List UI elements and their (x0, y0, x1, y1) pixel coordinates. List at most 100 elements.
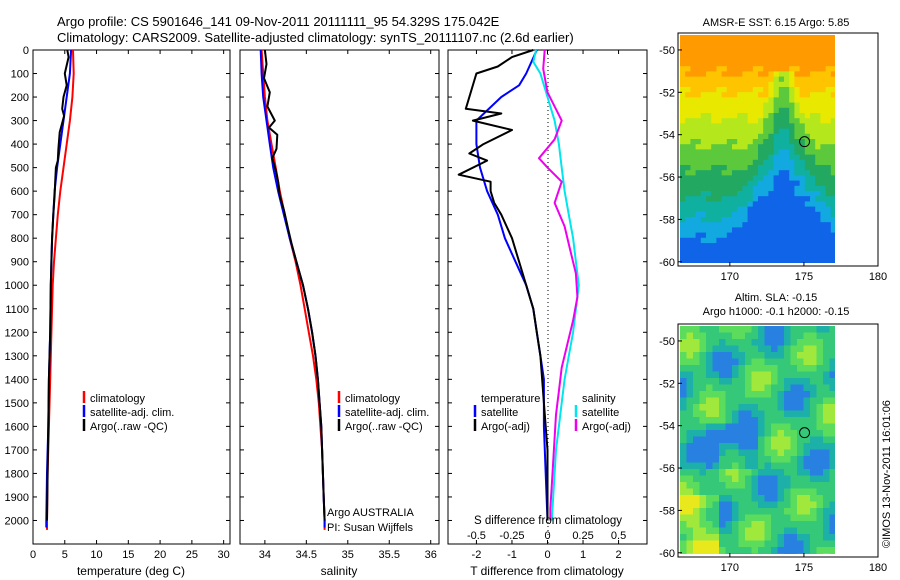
sst-cell (721, 237, 728, 244)
difference-depth-ticks (448, 49, 647, 521)
sst-cell (804, 139, 811, 145)
sst-cell (737, 40, 743, 46)
sla-cell (745, 417, 752, 424)
sst-cell (716, 170, 722, 176)
sla-cell (706, 482, 713, 489)
sla-cell (732, 417, 739, 424)
sst-cell (716, 139, 722, 145)
sst-cell (820, 35, 826, 41)
sst-cell (784, 165, 790, 171)
sst-cell (820, 45, 826, 51)
sst-cell (830, 107, 835, 114)
sst-cell (799, 45, 806, 51)
figure-title-line1: Argo profile: CS 5901646_141 09-Nov-2011… (57, 14, 500, 29)
sla-cell (816, 391, 824, 398)
sst-cell (752, 123, 759, 129)
sla-cell (745, 540, 752, 548)
sst-cell (810, 185, 816, 192)
sla-cell (712, 352, 720, 359)
sla-cell (738, 527, 746, 535)
sst-cell (690, 81, 696, 88)
sst-cell (732, 206, 738, 213)
sst-cell (721, 123, 728, 129)
sla-cell (738, 345, 746, 353)
series-line-argo-adj- (538, 49, 579, 521)
sla-cell (719, 547, 726, 554)
sla-cell (693, 365, 700, 372)
depth-axis: 0100200300400500600700800900100011001200… (5, 45, 230, 527)
sla-cell (764, 553, 772, 554)
sla-cell (810, 397, 817, 405)
sst-cell (815, 232, 821, 239)
sst-cell (680, 45, 686, 51)
sst-cell (799, 206, 806, 213)
sst-cell (794, 258, 800, 263)
sla-cell (693, 501, 700, 509)
sst-cell (716, 154, 722, 161)
sla-cell (790, 436, 798, 444)
sla-cell (719, 326, 726, 333)
sst-cell (732, 191, 738, 197)
sla-cell (699, 436, 707, 444)
sst-cell (830, 185, 835, 192)
sst-cell (799, 102, 806, 109)
sla-cell (771, 326, 778, 333)
sst-cell (825, 139, 832, 145)
sst-cell (758, 206, 764, 213)
sla-cell (699, 514, 707, 522)
sst-cell (747, 180, 754, 187)
x-tick-label: 5 (62, 549, 68, 561)
sst-cell (825, 170, 832, 176)
sst-cell (752, 217, 759, 223)
sla-cell (829, 391, 835, 398)
sst-cell (778, 81, 785, 88)
sst-cell (732, 154, 738, 161)
sla-cell (699, 371, 707, 379)
sst-cell (789, 133, 795, 140)
sst-cell (700, 211, 707, 218)
sst-cell (810, 61, 816, 67)
sst-cell (726, 191, 733, 197)
sla-cell (738, 352, 746, 359)
sla-cell (719, 514, 726, 522)
sst-cell (789, 217, 795, 223)
sst-cell (799, 55, 806, 62)
sst-cell (700, 149, 707, 155)
salinity-depth-ticks (240, 49, 439, 521)
sst-cell (789, 258, 795, 263)
sst-cell (685, 211, 691, 218)
sst-cell (752, 180, 759, 187)
sla-cell (699, 410, 707, 418)
sst-cell (763, 71, 769, 77)
sst-cell (711, 165, 717, 171)
sla-cell (764, 352, 772, 359)
sla-cell (699, 417, 707, 424)
sst-cell (784, 123, 790, 129)
lat-tick-label: -58 (659, 214, 675, 226)
sla-cell (745, 456, 752, 463)
sla-cell (751, 436, 759, 444)
sla-cell (823, 391, 830, 398)
sla-cell (810, 339, 817, 346)
sst-cell (758, 55, 764, 62)
sla-cell (829, 378, 835, 385)
sla-cell (699, 449, 707, 457)
sst-cell (700, 185, 707, 192)
sst-cell (820, 76, 826, 83)
sst-cell (747, 55, 754, 62)
sst-cell (737, 243, 743, 249)
sla-cell (784, 501, 791, 509)
sst-cell (721, 113, 728, 119)
sst-cell (794, 191, 800, 197)
sst-cell (711, 40, 717, 46)
sst-cell (711, 154, 717, 161)
sla-cell (706, 449, 713, 457)
sla-cell (829, 430, 835, 437)
sst-cell (685, 196, 691, 202)
sst-cell (794, 185, 800, 192)
sst-cell (706, 232, 712, 239)
sst-cell (742, 81, 748, 88)
sla-cell (797, 371, 804, 379)
sst-cell (732, 144, 738, 150)
sst-cell (830, 50, 835, 57)
